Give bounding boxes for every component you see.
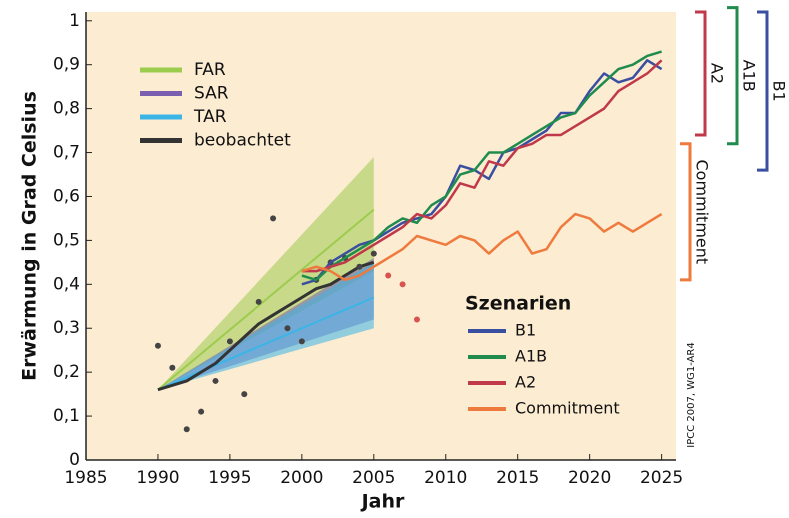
observed-point: [385, 272, 392, 279]
y-tick-label: 0,6: [53, 186, 80, 206]
legend-label: A1B: [515, 347, 547, 366]
observed-point: [198, 408, 205, 415]
band-center-line: [157, 296, 375, 391]
y-tick-label: 0: [69, 450, 80, 470]
observed-point: [399, 281, 406, 288]
range-label: Commitment: [693, 159, 712, 264]
scenario-line: [301, 212, 663, 282]
observed-point: [154, 342, 161, 349]
observed-point: [356, 263, 363, 270]
x-tick-label: 1990: [136, 468, 179, 488]
observed-point: [270, 215, 277, 222]
observed-point: [212, 377, 219, 384]
scenario-line: [301, 59, 663, 273]
y-tick-label: 0,8: [53, 99, 80, 119]
legend-label: A2: [515, 373, 536, 392]
scenario-line: [301, 50, 662, 282]
observed-point: [183, 426, 190, 433]
y-axis-label: Erwärmung in Grad Celsius: [19, 91, 41, 381]
x-tick-label: 2020: [568, 468, 611, 488]
observed-point: [226, 338, 233, 345]
range-label: B1: [770, 80, 789, 101]
x-axis-label: Jahr: [360, 491, 405, 513]
legend-label: TAR: [193, 107, 227, 127]
legend-title: Szenarien: [465, 293, 571, 315]
range-label: A1B: [740, 60, 759, 92]
legend-label: FAR: [194, 60, 226, 80]
range-bracket: [757, 10, 769, 172]
observed-point: [284, 325, 291, 332]
legend-label: Commitment: [515, 399, 620, 418]
x-tick-label: 2010: [424, 468, 467, 488]
y-tick-label: 0,1: [53, 406, 80, 426]
observed-point: [413, 316, 420, 323]
y-tick-label: 0,9: [53, 55, 80, 75]
x-tick-label: 1985: [64, 468, 107, 488]
y-tick-label: 0,3: [53, 318, 80, 338]
legend-label: B1: [515, 321, 536, 340]
band: [157, 262, 374, 390]
observed-point: [298, 338, 305, 345]
observed-line: [157, 260, 375, 392]
y-tick-label: 0,4: [53, 274, 80, 294]
band: [157, 257, 374, 390]
y-tick-label: 1: [69, 11, 80, 31]
x-tick-label: 2005: [352, 468, 395, 488]
y-tick-label: 0,2: [53, 362, 80, 382]
y-tick-label: 0,5: [53, 230, 80, 250]
x-tick-label: 2015: [496, 468, 539, 488]
range-bracket: [727, 6, 739, 146]
band: [157, 156, 374, 390]
x-tick-label: 2000: [280, 468, 323, 488]
range-bracket: [695, 10, 707, 137]
legend-label: SAR: [194, 84, 229, 104]
range-bracket: [680, 142, 692, 282]
observed-point: [370, 250, 377, 257]
band-center-line: [157, 208, 375, 391]
credit: IPCC 2007, WG1-AR4: [686, 342, 697, 447]
legend-label: beobachtet: [194, 131, 291, 151]
observed-point: [169, 364, 176, 371]
x-tick-label: 1995: [208, 468, 251, 488]
observed-point: [241, 391, 248, 398]
y-tick-label: 0,7: [53, 143, 80, 163]
observed-point: [255, 298, 262, 305]
x-tick-label: 2025: [640, 468, 683, 488]
range-label: A2: [708, 63, 727, 84]
